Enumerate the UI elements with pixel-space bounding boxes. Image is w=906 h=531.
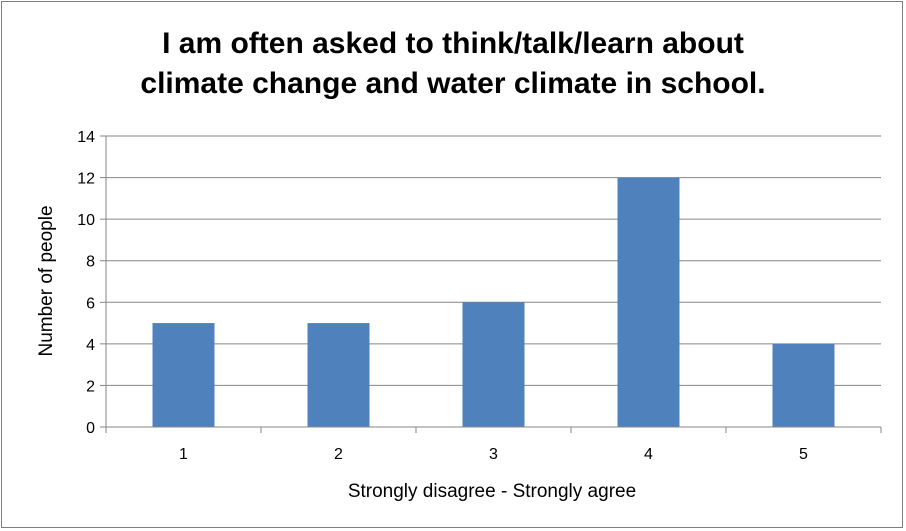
x-axis-label: Strongly disagree - Strongly agree bbox=[348, 481, 636, 502]
x-tick-label: 1 bbox=[179, 446, 188, 463]
y-tick-label: 10 bbox=[77, 212, 95, 229]
chart-title: I am often asked to think/talk/learn abo… bbox=[140, 27, 766, 100]
bar-4 bbox=[617, 177, 680, 427]
x-tick-label: 4 bbox=[644, 446, 653, 463]
y-tick-label: 8 bbox=[86, 254, 95, 271]
y-axis-label: Number of people bbox=[36, 205, 57, 356]
y-tick-label: 6 bbox=[86, 295, 95, 312]
bar-3 bbox=[462, 302, 525, 427]
bars bbox=[152, 177, 835, 427]
x-tick-label: 2 bbox=[334, 446, 343, 463]
bar-5 bbox=[772, 343, 835, 427]
y-tick-label: 2 bbox=[86, 378, 95, 395]
bar-1 bbox=[152, 323, 215, 427]
y-tick-label: 14 bbox=[77, 129, 95, 146]
y-tick-label: 12 bbox=[77, 171, 95, 188]
x-tick-labels: 1 2 3 4 5 bbox=[179, 446, 808, 463]
y-tick-label: 4 bbox=[86, 337, 95, 354]
axes bbox=[100, 135, 882, 433]
bar-2 bbox=[307, 323, 370, 427]
x-tick-label: 5 bbox=[799, 446, 808, 463]
y-tick-labels: 0 2 4 6 8 10 12 14 bbox=[77, 129, 95, 437]
x-tick-label: 3 bbox=[489, 446, 498, 463]
y-tick-label: 0 bbox=[86, 420, 95, 437]
